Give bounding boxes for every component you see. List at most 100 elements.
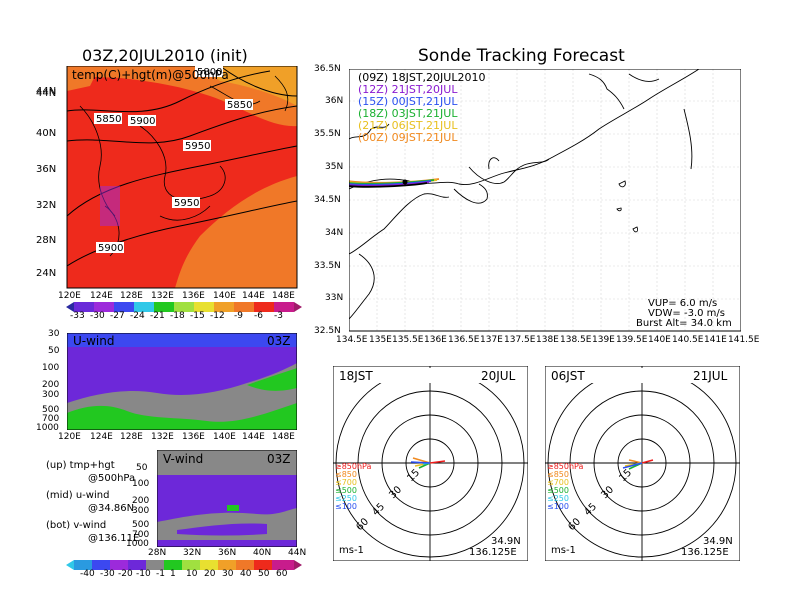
hodograph-1 [410, 457, 446, 469]
track-xtick: 137.5E [504, 335, 536, 345]
track-xtick: 134.5E [336, 335, 368, 345]
track-ytick: 36.5N [314, 64, 341, 74]
polar1-lat: 34.9N [491, 536, 521, 547]
cbar2-label: -10 [136, 569, 151, 579]
legend-up-2: @500hPa [88, 473, 136, 484]
uwind-ytick: 100 [42, 363, 60, 373]
track-xtick: 141E [704, 335, 727, 345]
vwind-ytick: 50 [136, 463, 148, 473]
hodograph-2 [622, 459, 654, 470]
vwind-xtick: 28N [148, 548, 167, 558]
polar1-level: ≤850 [335, 470, 357, 479]
vwind-time: 03Z [267, 452, 291, 466]
track-xtick: 141.5E [728, 335, 760, 345]
uwind-xtick: 120E [58, 432, 81, 442]
map500-xtick: 140E [213, 291, 236, 301]
map500-colorbar [66, 302, 302, 312]
legend-entry-09z: (09Z) 18JST,20JUL2010 [358, 71, 486, 84]
cbar2-label: 50 [258, 569, 270, 579]
track-ytick: 35N [325, 162, 344, 172]
cbar1-label: -3 [274, 311, 283, 321]
track-title: Sonde Tracking Forecast [418, 46, 625, 66]
uwind-time: 03Z [267, 334, 291, 348]
legend-entry-21z: (21Z) 06JST,21JUL [358, 119, 458, 132]
map500-xtick: 128E [120, 291, 143, 301]
cbar2-label: 60 [276, 569, 288, 579]
cbar2-label: 30 [222, 569, 234, 579]
legend-entry-00z: (00Z) 09JST,21JUL [358, 131, 458, 144]
polar1-level: ≤100 [335, 502, 357, 511]
map500-xtick: 148E [272, 291, 295, 301]
legend-bot-1: (bot) v-wind [46, 520, 107, 531]
cbar2-label: 40 [240, 569, 252, 579]
track-xtick: 140.5E [672, 335, 704, 345]
landing-point [402, 179, 408, 185]
vwind-xtick: 32N [183, 548, 202, 558]
polar-panel-2: 06JST 21JUL 15 30 45 60 ≥850hPa ≤850 ≤70… [545, 366, 740, 561]
legend-mid-1: (mid) u-wind [46, 490, 110, 501]
track-xtick: 139.5E [616, 335, 648, 345]
vwind-ytick: 300 [132, 506, 150, 516]
polar2-level: ≤250 [547, 494, 569, 503]
uwind-xtick: 140E [213, 432, 236, 442]
vwind-ytick: 700 [132, 530, 150, 540]
track-xtick: 140E [648, 335, 671, 345]
cbar2-label: -40 [80, 569, 95, 579]
map500-ytick: 24N [36, 268, 57, 279]
vwind-xtick: 40N [253, 548, 272, 558]
vwind-ytick: 200 [132, 496, 150, 506]
uwind-xtick: 124E [90, 432, 113, 442]
map500-ytick: 36N [36, 164, 57, 175]
track-xtick: 135E [369, 335, 392, 345]
legend-entry-18z: (18Z) 03JST,21JUL [358, 107, 458, 120]
polar2-level: ≤100 [547, 502, 569, 511]
uwind-ytick: 1000 [36, 423, 59, 433]
contour-label: 5800 [197, 67, 222, 78]
polar1-lon: 136.125E [469, 547, 517, 558]
track-xtick: 136E [424, 335, 447, 345]
map500-xtick: 136E [182, 291, 205, 301]
map500-ytick: 28N [36, 235, 57, 246]
cbar1-label: -12 [210, 311, 225, 321]
track-ytick: 35.5N [314, 129, 341, 139]
polar2-level: ≤500 [547, 486, 569, 495]
uwind-xtick: 128E [120, 432, 143, 442]
map500-xtick: 120E [58, 291, 81, 301]
polar2-unit: ms-1 [551, 545, 576, 556]
contour-label: 5850 [96, 114, 121, 125]
track-ytick: 33.5N [314, 261, 341, 271]
cbar1-label: -30 [90, 311, 105, 321]
vwind-xtick: 36N [218, 548, 237, 558]
track-ytick: 33N [325, 293, 344, 303]
contour-label: 5900 [98, 243, 123, 254]
track-xtick: 135.5E [392, 335, 424, 345]
cbar1-label: -24 [130, 311, 145, 321]
polar1-time: 18JST [339, 369, 373, 383]
uwind-label: U-wind [73, 334, 114, 348]
contour-label: 5850 [227, 100, 252, 111]
polar1-level: ≤700 [335, 478, 357, 487]
cbar2-label: 20 [204, 569, 216, 579]
uwind-ytick: 30 [48, 329, 60, 339]
track-xtick: 139E [592, 335, 615, 345]
track-xtick: 136.5E [448, 335, 480, 345]
cbar2-label: 1 [170, 569, 176, 579]
track-panel [349, 69, 741, 332]
track-ytick: 36N [325, 96, 344, 106]
polar2-date: 21JUL [693, 369, 728, 383]
cbar1-label: -18 [170, 311, 185, 321]
cbar2-label: 10 [186, 569, 198, 579]
polar1-level: ≤500 [335, 486, 357, 495]
map500-ytick-top: 44N [36, 88, 57, 99]
contour-label: 5900 [130, 116, 155, 127]
map500-ytick: 40N [36, 128, 57, 139]
track-xtick: 138.5E [560, 335, 592, 345]
legend-mid-2: @34.86N [88, 503, 135, 514]
track-grid [349, 69, 741, 331]
contour-label: 5950 [174, 198, 199, 209]
vwind-colorbar [66, 560, 302, 570]
uwind-xtick: 136E [182, 432, 205, 442]
map500-panel: 5800 5850 5850 5900 5950 5950 5900 temp(… [66, 66, 298, 289]
track-ytick: 32.5N [314, 326, 341, 336]
uwind-ytick: 300 [42, 390, 60, 400]
